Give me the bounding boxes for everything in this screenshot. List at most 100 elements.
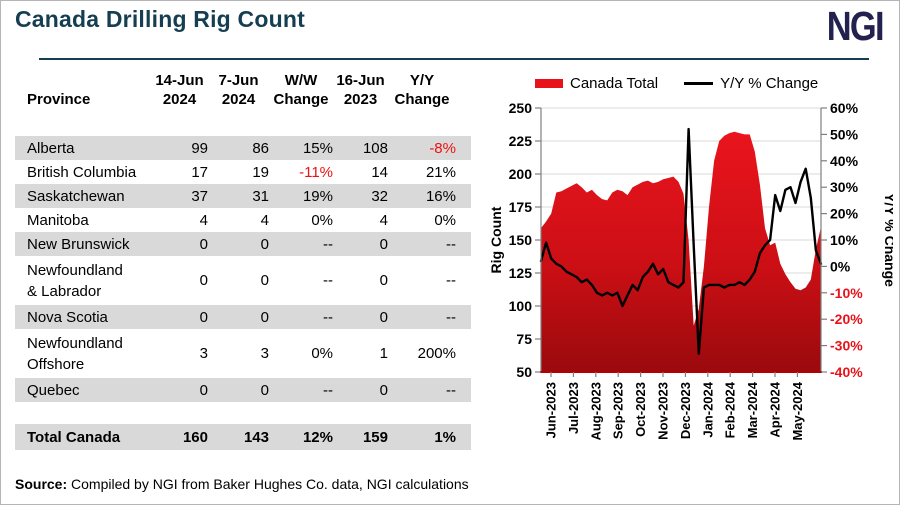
source-label: Source: [15, 476, 68, 492]
title-divider [39, 58, 869, 60]
rig-count-table: Province 14-Jun 2024 7-Jun 2024 W/W Change 1… [15, 71, 471, 450]
value-cell: 0% [434, 211, 456, 229]
rig-count-chart: 50 75 100 125 150 175 200 225 250 -40% -30% -20% -10… [489, 100, 893, 441]
x-tick-label: Jan-2024 [700, 381, 715, 437]
value-cell: 0 [260, 381, 269, 399]
table-row-manitoba: Manitoba 4 4 0% 4 0% [15, 208, 471, 232]
value-cell: 200% [417, 345, 456, 362]
right-tick-label: 0% [830, 258, 851, 274]
right-tick-label: 60% [830, 100, 859, 116]
value-cell: 0 [260, 235, 269, 253]
x-tick-label: Feb-2024 [723, 381, 738, 438]
value-cell: -- [446, 235, 456, 253]
value-cell: 0 [199, 272, 208, 289]
right-tick-label: 10% [830, 232, 859, 248]
left-tick-label: 150 [509, 232, 533, 248]
value-cell: 4 [379, 211, 388, 229]
table-row-nova-scotia: Nova Scotia 0 0 -- 0 -- [15, 305, 471, 329]
value-cell: 86 [252, 139, 269, 157]
value-cell: 143 [243, 428, 269, 446]
x-tick-label: Dec-2023 [678, 382, 693, 439]
left-tick-label: 100 [509, 298, 533, 314]
value-cell: -- [323, 308, 333, 326]
value-cell: -11% [299, 163, 333, 181]
col-header-14-jun-2024: 14-Jun 2024 [155, 72, 204, 108]
value-cell: 1 [379, 345, 388, 362]
value-cell: -8% [429, 139, 456, 157]
x-tick-label: Sep-2023 [611, 382, 626, 439]
table-body: Alberta 99 86 15% 108 -8% British Columbia 17 19… [15, 136, 471, 450]
left-tick-label: 125 [509, 265, 533, 281]
value-cell: 14 [371, 163, 388, 181]
province-cell: Newfoundland & Labrador [27, 261, 123, 300]
value-cell: 99 [191, 139, 208, 157]
table-row-new-brunswick: New Brunswick 0 0 -- 0 -- [15, 232, 471, 256]
legend-area-label: Canada Total [570, 75, 659, 92]
table-row-saskatchewan: Saskatchewan 37 31 19% 32 16% [15, 184, 471, 208]
value-cell: 0 [260, 272, 269, 289]
value-cell: 1% [434, 428, 456, 446]
value-cell: 0% [311, 345, 333, 362]
value-cell: 16% [425, 187, 456, 205]
value-cell: 21% [425, 163, 456, 181]
value-cell: 12% [302, 428, 333, 446]
col-header-16-jun-2023: 16-Jun 2023 [336, 72, 385, 108]
value-cell: 31 [252, 187, 269, 205]
table-row-quebec: Quebec 0 0 -- 0 -- [15, 378, 471, 402]
value-cell: 3 [199, 345, 208, 362]
source-line: Source: Compiled by NGI from Baker Hughe… [15, 476, 635, 492]
right-axis-title: Y/Y % Change [882, 193, 893, 287]
value-cell: 15% [302, 139, 333, 157]
left-tick-label: 50 [516, 364, 532, 380]
page-title: Canada Drilling Rig Count [15, 6, 305, 32]
value-cell: 32 [371, 187, 388, 205]
right-tick-label: -40% [830, 364, 863, 380]
value-cell: 0% [311, 211, 333, 229]
table-header-row: Province 14-Jun 2024 7-Jun 2024 W/W Change 1… [15, 71, 471, 109]
table-row-newfoundland-offshore: Newfoundland Offshore 3 3 0% 1 200% [15, 329, 471, 378]
value-cell: 159 [362, 428, 388, 446]
chart-legend: Canada Total Y/Y % Change [535, 75, 818, 92]
value-cell: -- [446, 272, 456, 289]
table-row-british-columbia: British Columbia 17 19 -11% 14 21% [15, 160, 471, 184]
province-cell: British Columbia [27, 163, 137, 181]
value-cell: -- [323, 272, 333, 289]
value-cell: 0 [199, 308, 208, 326]
yy-change-line [539, 127, 823, 355]
right-tick-label: 50% [830, 126, 859, 142]
x-tick-label: Jul-2023 [566, 382, 581, 434]
left-tick-label: 250 [509, 100, 533, 116]
x-tick-label: Aug-2023 [588, 382, 603, 441]
right-tick-label: -20% [830, 311, 863, 327]
right-tick-label: -10% [830, 285, 863, 301]
value-cell: 4 [260, 211, 269, 229]
value-cell: 0 [379, 235, 388, 253]
source-text: Compiled by NGI from Baker Hughes Co. da… [71, 476, 469, 492]
province-cell: Manitoba [27, 211, 89, 229]
ngi-logo: NGI [826, 3, 885, 49]
right-tick-label: 30% [830, 179, 859, 195]
value-cell: 17 [191, 163, 208, 181]
legend-line-swatch [684, 82, 714, 85]
value-cell: 0 [379, 308, 388, 326]
x-tick-label: May-2024 [790, 381, 805, 440]
col-header-7-jun-2024: 7-Jun 2024 [218, 72, 259, 108]
x-tick-label: Oct-2023 [633, 382, 648, 437]
left-tick-label: 225 [509, 133, 533, 149]
province-cell: Saskatchewan [27, 187, 125, 205]
value-cell: -- [446, 308, 456, 326]
province-cell: Quebec [27, 381, 80, 399]
value-cell: 108 [362, 139, 388, 157]
province-cell: New Brunswick [27, 235, 130, 253]
value-cell: 3 [260, 345, 269, 362]
value-cell: -- [446, 381, 456, 399]
table-row-newfoundland-labrador: Newfoundland & Labrador 0 0 -- 0 -- [15, 256, 471, 305]
value-cell: 19% [302, 187, 333, 205]
x-tick-label: Apr-2024 [768, 381, 783, 437]
value-cell: 19 [252, 163, 269, 181]
province-cell: Alberta [27, 139, 75, 157]
left-tick-label: 200 [509, 166, 533, 182]
province-cell: Newfoundland Offshore [27, 334, 123, 373]
x-tick-label: Mar-2024 [745, 381, 760, 438]
